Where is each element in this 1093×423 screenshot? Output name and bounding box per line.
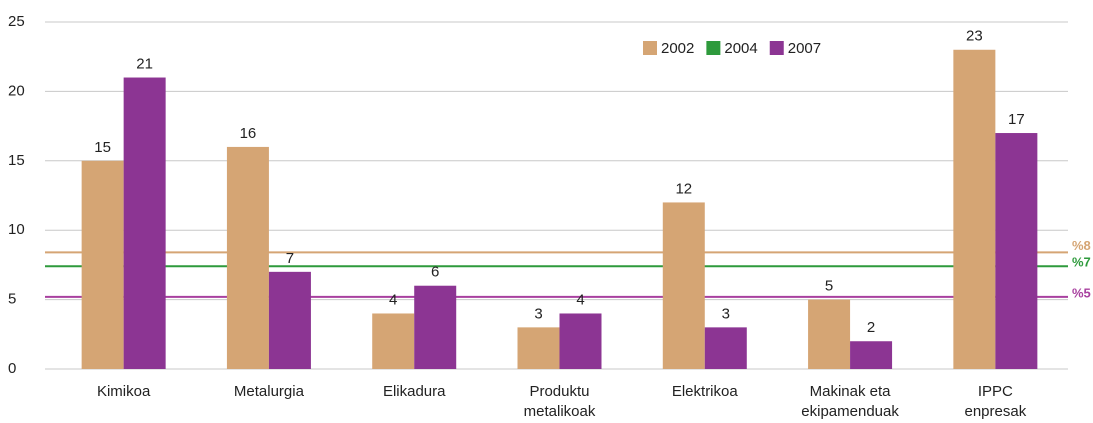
legend-swatch [769,41,784,55]
value-label: 17 [1008,111,1025,128]
bar [372,313,415,369]
legend-label: 2004 [724,40,757,57]
bar [808,299,851,369]
y-tick-label: 15 [8,152,25,169]
x-tick-label: Kimikoa [97,383,151,400]
value-label: 12 [675,180,692,197]
value-label: 3 [722,305,730,322]
x-tick-label: IPPC [978,383,1013,400]
value-label: 7 [286,250,294,267]
x-tick-label: Metalurgia [234,383,305,400]
value-label: 23 [966,28,983,45]
reference-label: %5 [1072,285,1091,300]
x-tick-label: Produktu [529,383,589,400]
legend-swatch [706,41,721,55]
bar [81,160,124,369]
value-label: 6 [431,264,439,281]
bar [704,327,747,369]
bar [662,202,705,369]
bar [517,327,560,369]
value-label: 21 [136,55,153,72]
legend-label: 2007 [788,40,821,57]
y-tick-label: 25 [8,13,25,30]
bar [953,49,996,369]
legend-swatch [643,41,657,55]
bar [268,271,311,369]
reference-label: %7 [1072,255,1091,270]
value-label: 4 [576,291,584,308]
bar [559,313,602,369]
reference-label: %8 [1072,238,1091,253]
value-label: 2 [867,319,875,336]
value-label: 16 [240,125,257,142]
x-tick-label: Makinak eta [810,383,892,400]
bar [123,77,166,370]
bar [850,341,893,369]
x-tick-label: ekipamenduak [801,403,899,420]
legend-label: 2002 [661,40,694,57]
x-tick-label: enpresak [964,403,1026,420]
y-tick-label: 5 [8,291,16,308]
x-tick-label: metalikoak [524,403,596,420]
y-tick-label: 10 [8,221,25,238]
value-label: 5 [825,278,833,295]
value-label: 3 [534,305,542,322]
bar [226,146,269,369]
y-tick-label: 20 [8,82,25,99]
bar [414,285,457,369]
value-label: 4 [389,291,397,308]
y-tick-label: 0 [8,360,16,377]
value-label: 15 [94,139,111,156]
x-tick-label: Elikadura [383,383,446,400]
x-tick-label: Elektrikoa [672,383,739,400]
bar [995,133,1038,369]
